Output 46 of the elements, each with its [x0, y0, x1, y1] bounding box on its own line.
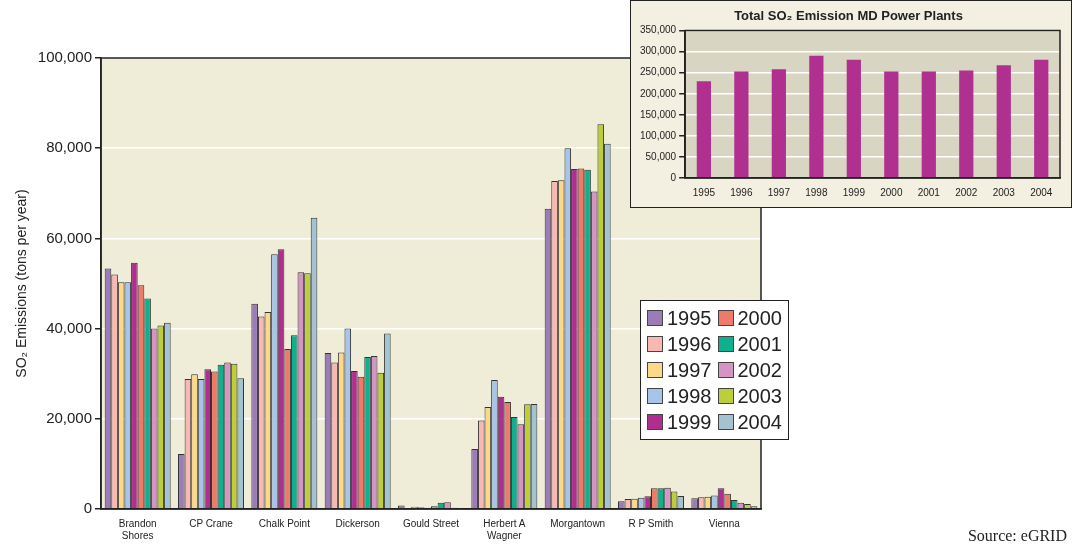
x-tick-label: 1999	[842, 186, 866, 198]
chart-title: Total SO₂ Emission MD Power Plants	[734, 8, 963, 24]
x-tick-label: Chalk Point	[258, 517, 311, 529]
x-tick-label: Dickerson	[335, 517, 380, 529]
x-tick-label: 2002	[955, 186, 978, 198]
x-tick-label: Vienna	[708, 517, 741, 529]
x-tick-label: 1997	[767, 186, 791, 198]
y-tick-label: 100,000	[37, 48, 93, 66]
y-tick-label: 350,000	[639, 24, 677, 36]
legend-label: 2004	[737, 410, 782, 434]
x-tick-label: Morgantown	[550, 517, 606, 529]
y-tick-label: 200,000	[639, 87, 677, 99]
legend-label: 1998	[667, 384, 712, 408]
y-tick-label: 0	[670, 171, 677, 183]
legend-label: 1999	[667, 410, 712, 434]
source-note: Source: eGRID	[967, 527, 1067, 545]
legend-label: 1995	[667, 306, 712, 330]
x-tick-label: 2001	[917, 186, 941, 198]
x-tick-label: 1995	[692, 186, 716, 198]
x-tick-label: 2003	[992, 186, 1016, 198]
y-tick-label: 60,000	[46, 228, 93, 246]
x-tick-label: 1996	[730, 186, 753, 198]
y-axis-title: SO₂ Emissions (tons per year)	[13, 189, 30, 378]
legend-label: 2003	[737, 384, 782, 408]
y-tick-label: 40,000	[46, 318, 93, 336]
x-tick-label: Brandon Shores	[118, 517, 157, 541]
x-tick-label: 2000	[880, 186, 903, 198]
x-tick-label: R P Smith	[628, 517, 674, 529]
x-tick-label: CP Crane	[189, 517, 234, 529]
y-tick-label: 100,000	[639, 129, 677, 141]
legend-label: 1996	[667, 332, 712, 356]
x-tick-label: Gould Street	[402, 517, 460, 529]
legend-label: 2000	[737, 306, 782, 330]
x-tick-label: Herbert A Wagner	[483, 517, 526, 541]
y-tick-label: 20,000	[46, 408, 93, 426]
legend-label: 2001	[737, 332, 782, 356]
x-tick-label: 1998	[805, 186, 828, 198]
y-tick-label: 80,000	[46, 138, 93, 156]
y-tick-label: 250,000	[639, 66, 677, 78]
y-tick-label: 0	[83, 499, 93, 517]
y-tick-label: 300,000	[639, 45, 677, 57]
legend-label: 1997	[667, 358, 712, 382]
y-tick-label: 50,000	[645, 150, 677, 162]
y-tick-label: 150,000	[639, 108, 677, 120]
x-tick-label: 2004	[1030, 186, 1053, 198]
legend-label: 2002	[737, 358, 782, 382]
